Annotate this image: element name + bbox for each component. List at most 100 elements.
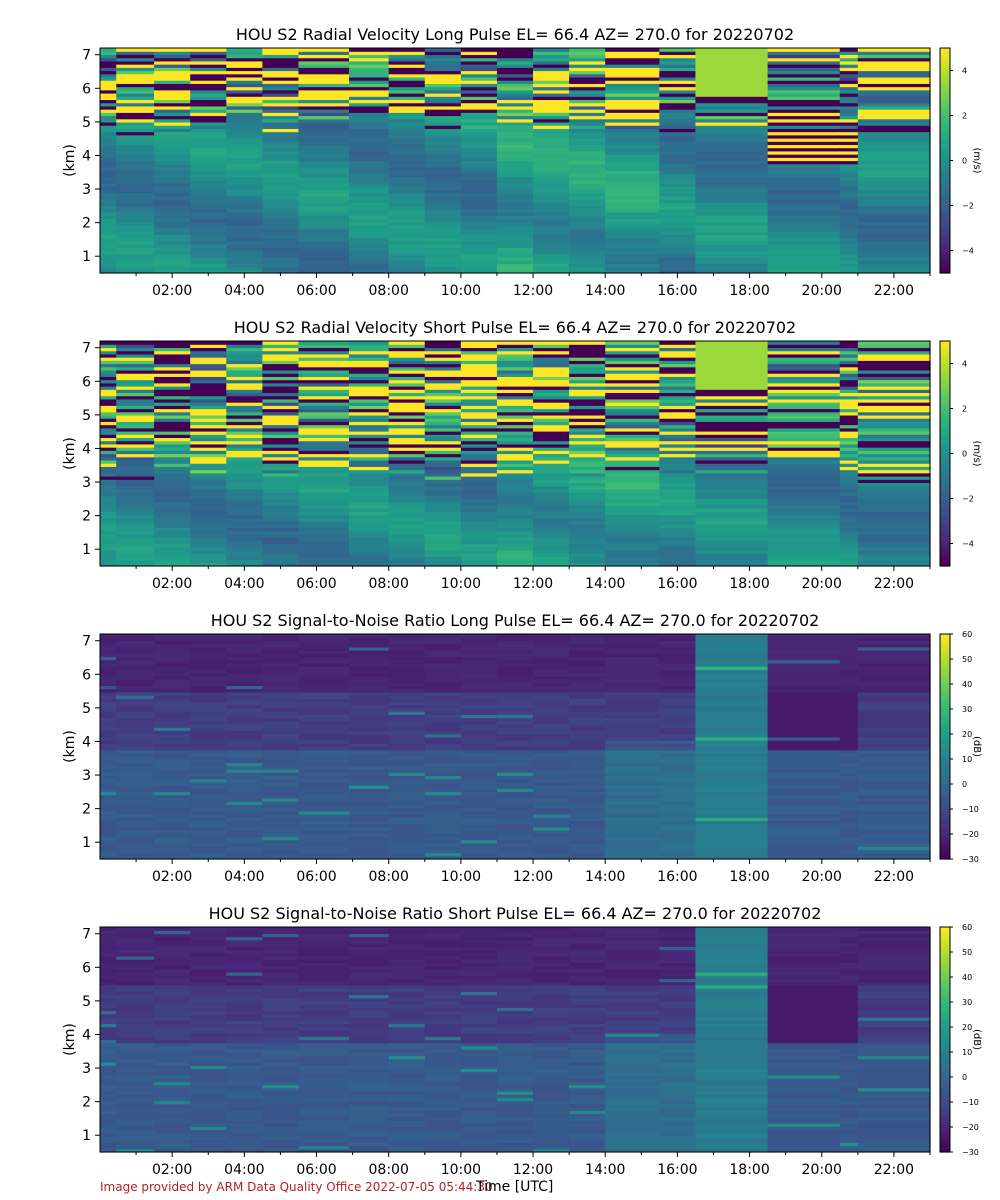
heatmap-cell bbox=[262, 707, 300, 712]
heatmap-cell bbox=[659, 234, 697, 239]
heatmap-cell bbox=[190, 186, 227, 191]
heatmap-cell bbox=[659, 823, 697, 828]
heatmap-cell bbox=[533, 105, 570, 110]
heatmap-cell bbox=[839, 517, 859, 522]
heatmap-cell bbox=[298, 166, 350, 171]
heatmap-cell bbox=[659, 199, 697, 203]
heatmap-cell bbox=[695, 121, 769, 126]
heatmap-cell bbox=[569, 424, 606, 429]
heatmap-cell bbox=[424, 788, 462, 793]
heatmap-cell bbox=[839, 476, 859, 480]
heatmap-cell bbox=[533, 682, 570, 687]
heatmap-cell bbox=[154, 1026, 191, 1031]
heatmap-cell bbox=[605, 431, 660, 435]
heatmap-cell bbox=[388, 250, 426, 255]
heatmap-cell bbox=[839, 775, 859, 780]
heatmap-cell bbox=[659, 453, 697, 458]
heatmap-cell bbox=[496, 646, 534, 651]
heatmap-cell bbox=[659, 662, 697, 667]
heatmap-cell bbox=[460, 456, 498, 461]
heatmap-cell bbox=[695, 450, 769, 455]
heatmap-cell bbox=[388, 791, 426, 796]
heatmap-cell bbox=[226, 533, 263, 538]
heatmap-cell bbox=[226, 402, 263, 406]
heatmap-cell bbox=[767, 398, 841, 403]
heatmap-cell bbox=[659, 398, 697, 403]
heatmap-cell bbox=[116, 852, 155, 857]
heatmap-cell bbox=[839, 379, 859, 384]
heatmap-cell bbox=[605, 215, 660, 219]
heatmap-cell bbox=[116, 150, 155, 155]
heatmap-cell bbox=[857, 234, 931, 239]
heatmap-cell bbox=[659, 208, 697, 213]
heatmap-cell bbox=[695, 366, 769, 371]
heatmap-cell bbox=[659, 211, 697, 216]
heatmap-cell bbox=[388, 504, 426, 509]
colorbar-segment bbox=[940, 442, 950, 447]
heatmap-cell bbox=[695, 646, 769, 651]
heatmap-cell bbox=[154, 634, 191, 638]
heatmap-cell bbox=[154, 981, 191, 986]
heatmap-cell bbox=[767, 785, 841, 789]
heatmap-cell bbox=[349, 221, 390, 226]
heatmap-cell bbox=[190, 646, 227, 651]
heatmap-cell bbox=[388, 67, 426, 72]
heatmap-cell bbox=[298, 650, 350, 654]
heatmap-cell bbox=[226, 379, 263, 384]
heatmap-cell bbox=[190, 1116, 227, 1121]
heatmap-cell bbox=[154, 138, 191, 142]
heatmap-cell bbox=[116, 962, 155, 967]
heatmap-cell bbox=[424, 389, 462, 394]
heatmap-cell bbox=[767, 179, 841, 184]
heatmap-cell bbox=[695, 736, 769, 741]
heatmap-cell bbox=[116, 666, 155, 670]
heatmap-cell bbox=[424, 202, 462, 207]
heatmap-cell bbox=[226, 1004, 263, 1008]
heatmap-cell bbox=[226, 685, 263, 690]
heatmap-cell bbox=[424, 466, 462, 471]
heatmap-cell bbox=[262, 756, 300, 760]
heatmap-cell bbox=[298, 240, 350, 245]
heatmap-cell bbox=[190, 962, 227, 967]
heatmap-cell bbox=[116, 640, 155, 645]
colorbar-segment bbox=[940, 825, 950, 830]
heatmap-cell bbox=[460, 67, 498, 72]
heatmap-cell bbox=[349, 205, 390, 210]
heatmap-cell bbox=[569, 807, 606, 812]
heatmap-cell bbox=[100, 440, 117, 445]
heatmap-cell bbox=[605, 64, 660, 68]
heatmap-cell bbox=[839, 791, 859, 796]
heatmap-cell bbox=[100, 533, 117, 538]
heatmap-cell bbox=[226, 498, 263, 503]
heatmap-cell bbox=[262, 1065, 300, 1070]
heatmap-cell bbox=[226, 691, 263, 696]
heatmap-cell bbox=[100, 988, 117, 992]
heatmap-cell bbox=[569, 704, 606, 709]
heatmap-cell bbox=[298, 846, 350, 850]
colorbar-frame bbox=[939, 633, 951, 860]
heatmap-cell bbox=[569, 717, 606, 722]
heatmap-cell bbox=[857, 537, 931, 541]
heatmap-cell bbox=[100, 707, 117, 712]
plot-frame bbox=[99, 47, 931, 274]
heatmap-cell bbox=[460, 211, 498, 216]
heatmap-cell bbox=[460, 398, 498, 403]
heatmap-cell bbox=[116, 778, 155, 783]
heatmap-cell bbox=[839, 389, 859, 394]
heatmap-cell bbox=[767, 263, 841, 268]
heatmap-cell bbox=[116, 933, 155, 938]
heatmap-cell bbox=[767, 675, 841, 680]
heatmap-cell bbox=[388, 804, 426, 809]
heatmap-cell bbox=[100, 852, 117, 857]
heatmap-cell bbox=[226, 1026, 263, 1031]
heatmap-cell bbox=[857, 504, 931, 509]
heatmap-cell bbox=[262, 157, 300, 162]
heatmap-cell bbox=[695, 514, 769, 519]
heatmap-cell bbox=[857, 269, 931, 274]
heatmap-cell bbox=[424, 530, 462, 535]
heatmap-cell bbox=[695, 76, 769, 81]
heatmap-cell bbox=[190, 1052, 227, 1057]
heatmap-cell bbox=[190, 501, 227, 506]
heatmap-cell bbox=[388, 208, 426, 213]
heatmap-cell bbox=[154, 817, 191, 822]
